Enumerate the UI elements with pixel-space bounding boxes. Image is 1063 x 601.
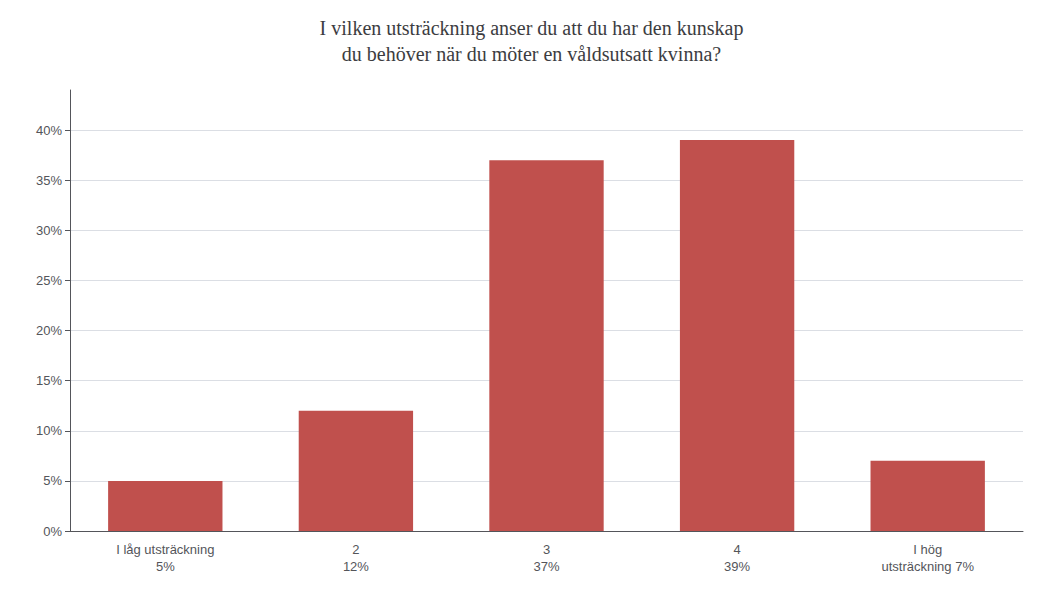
svg-text:10%: 10% [36, 423, 62, 438]
svg-text:5%: 5% [156, 559, 175, 574]
svg-text:du behöver när du möter en vål: du behöver när du möter en våldsutsatt k… [342, 43, 721, 65]
svg-text:30%: 30% [36, 223, 62, 238]
svg-text:2: 2 [352, 542, 359, 557]
svg-text:I låg utsträckning: I låg utsträckning [116, 542, 214, 557]
svg-text:20%: 20% [36, 323, 62, 338]
svg-text:3: 3 [543, 542, 550, 557]
svg-text:4: 4 [733, 542, 740, 557]
svg-text:0%: 0% [43, 524, 62, 539]
svg-text:I hög: I hög [913, 542, 942, 557]
svg-text:12%: 12% [343, 559, 369, 574]
svg-text:25%: 25% [36, 273, 62, 288]
svg-text:39%: 39% [724, 559, 750, 574]
svg-text:35%: 35% [36, 173, 62, 188]
svg-text:40%: 40% [36, 123, 62, 138]
svg-text:I vilken utsträckning anser du: I vilken utsträckning anser du att du ha… [320, 17, 744, 40]
svg-text:5%: 5% [43, 473, 62, 488]
svg-text:utsträckning 7%: utsträckning 7% [881, 559, 974, 574]
svg-text:37%: 37% [533, 559, 559, 574]
svg-text:15%: 15% [36, 373, 62, 388]
